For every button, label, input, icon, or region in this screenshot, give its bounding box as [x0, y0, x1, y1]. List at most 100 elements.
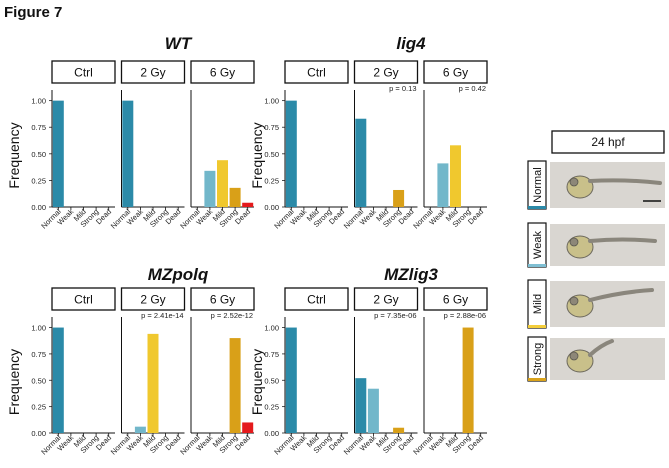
- embryo-tail-icon: [588, 288, 654, 302]
- facet-label: 6 Gy: [210, 66, 235, 80]
- legend-label: Strong: [532, 343, 544, 375]
- legend-header-box: [551, 130, 665, 154]
- y-tick-label: 0.75: [31, 123, 46, 132]
- embryo-eye-icon: [569, 351, 579, 361]
- legend-color-swatch: [528, 264, 546, 267]
- y-tick-label: 1.00: [264, 97, 279, 106]
- y-tick-label: 0.50: [31, 376, 46, 385]
- bar-normal: [285, 100, 297, 207]
- bar-mild: [147, 333, 159, 433]
- legend-row-mild: Mild: [527, 279, 665, 329]
- phenotype-legend-panel: 24 hpf Normal Weak Mild Strong: [527, 130, 665, 382]
- chart-title: MZpolq: [148, 265, 209, 284]
- bar-normal: [355, 118, 367, 207]
- chart-title: WT: [165, 34, 193, 53]
- legend-label: Mild: [532, 294, 544, 314]
- bar-mild: [217, 160, 228, 207]
- embryo-eye-icon: [569, 177, 579, 187]
- y-tick-label: 1.00: [31, 97, 46, 106]
- legend-row-normal: Normal: [527, 160, 665, 210]
- bar-weak: [367, 388, 379, 433]
- facet-label: Ctrl: [74, 66, 93, 80]
- y-tick-label: 1.00: [31, 324, 46, 333]
- y-axis-label: Frequency: [249, 122, 265, 188]
- legend-row-strong: Strong: [527, 336, 665, 382]
- bar-strong: [393, 427, 405, 433]
- bar-dead: [242, 422, 254, 433]
- y-axis-label: Frequency: [249, 349, 265, 415]
- legend-row-weak: Weak: [527, 222, 665, 268]
- facet-strip: [284, 60, 349, 84]
- y-tick-label: 0.75: [264, 350, 279, 359]
- y-tick-label: 0.50: [31, 150, 46, 159]
- y-axis-label: Frequency: [6, 122, 22, 188]
- facet-label: 6 Gy: [443, 293, 468, 307]
- facet-strip: [353, 287, 419, 311]
- legend-header: 24 hpf: [591, 135, 625, 149]
- y-tick-label: 0.50: [264, 150, 279, 159]
- legend-color-swatch: [528, 206, 546, 209]
- bar-dead: [242, 202, 254, 207]
- facet-strip: [120, 287, 186, 311]
- p-value: p = 0.13: [389, 84, 416, 93]
- facet-strip: [423, 287, 488, 311]
- bar-weak: [437, 163, 449, 207]
- y-tick-label: 0.75: [264, 123, 279, 132]
- y-tick-label: 0.50: [264, 376, 279, 385]
- legend-label: Normal: [532, 167, 544, 202]
- legend-color-swatch: [528, 378, 546, 381]
- facet-strip: [51, 60, 116, 84]
- facet-strip: [284, 287, 349, 311]
- embryo-eye-icon: [569, 296, 579, 306]
- figure-title: Figure 7: [4, 4, 62, 21]
- facet-strip: [423, 60, 488, 84]
- bar-normal: [355, 378, 367, 433]
- chart-title: MZlig3: [384, 265, 438, 284]
- facet-strip: [190, 287, 255, 311]
- embryo-tail-icon: [588, 237, 657, 243]
- legend-label: Weak: [532, 231, 544, 259]
- bar-weak: [134, 426, 146, 433]
- embryo-tail-icon: [588, 178, 662, 185]
- p-value: p = 2.88e-06: [444, 311, 486, 320]
- facet-label: Ctrl: [307, 293, 326, 307]
- bar-strong: [229, 187, 241, 207]
- bar-normal: [52, 327, 64, 433]
- y-tick-label: 0.25: [264, 403, 279, 412]
- facet-strip: [190, 60, 255, 84]
- y-tick-label: 0.25: [31, 403, 46, 412]
- bar-normal: [122, 100, 134, 207]
- y-tick-label: 0.00: [264, 203, 279, 212]
- facet-label: 2 Gy: [373, 293, 398, 307]
- y-tick-label: 0.25: [264, 176, 279, 185]
- y-tick-label: 1.00: [264, 324, 279, 333]
- charts-group: WTFrequency0.000.250.500.751.00CtrlNorma…: [6, 34, 488, 457]
- y-tick-label: 0.00: [31, 429, 46, 438]
- y-tick-label: 0.00: [31, 203, 46, 212]
- facet-strip: [120, 60, 186, 84]
- facet-label: 2 Gy: [373, 66, 398, 80]
- bar-strong: [229, 338, 241, 433]
- chart-mzlig3: MZlig3 Frequency 0.00 0.25 0.50 0.75 1.00CtrlN…: [249, 265, 488, 457]
- embryo-tail-icon: [588, 339, 614, 357]
- p-value: p = 7.35e-06: [374, 311, 416, 320]
- p-value: p = 2.52e-12: [211, 311, 253, 320]
- facet-label: 2 Gy: [140, 66, 165, 80]
- y-tick-label: 0.00: [264, 429, 279, 438]
- y-axis-label: Frequency: [6, 349, 22, 415]
- facet-label: 2 Gy: [140, 293, 165, 307]
- chart-lig4: lig4 Frequency 0.00 0.25 0.50 0.75 1.00CtrlNor…: [249, 34, 488, 231]
- bar-strong: [393, 189, 405, 207]
- facet-strip: [353, 60, 419, 84]
- chart-title: lig4: [396, 34, 426, 53]
- facet-strip: [51, 287, 116, 311]
